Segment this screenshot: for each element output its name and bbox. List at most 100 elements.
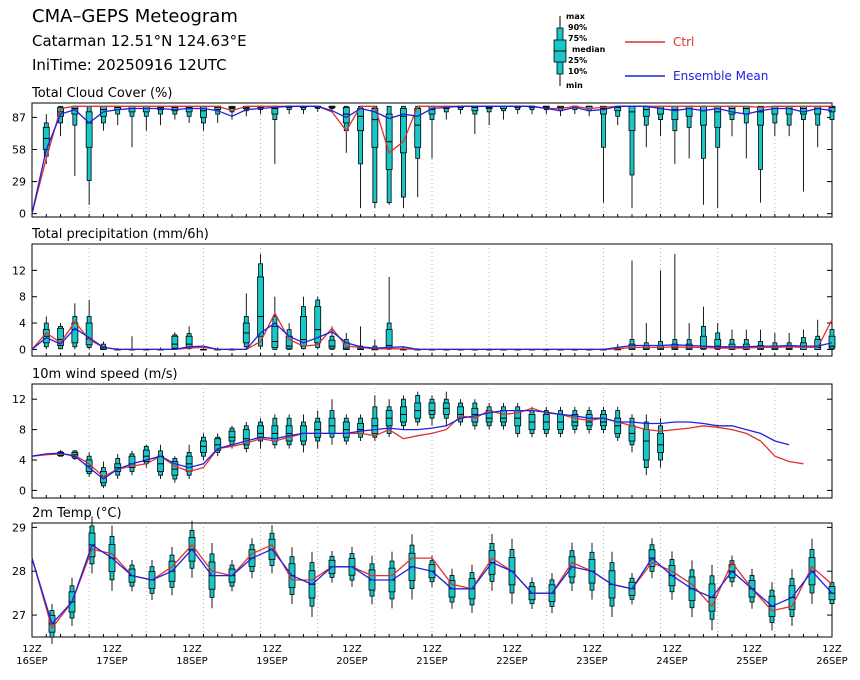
box-inner (814, 339, 822, 350)
box-inner (700, 105, 707, 126)
box-inner (271, 325, 279, 348)
mean-line (31, 322, 833, 351)
mean-line (31, 105, 833, 214)
y-tick-label: 0 (19, 484, 26, 497)
y-tick-label: 4 (19, 317, 26, 330)
location-label: Catarman 12.51°N 124.63°E (32, 32, 247, 50)
box-inner (128, 455, 136, 469)
box-inner (342, 107, 350, 124)
box-inner (71, 322, 79, 344)
panel-4: 2m Temp (°C) 27 28 29 (12, 506, 836, 644)
x-tick-date: 21SEP (416, 656, 447, 667)
box-inner (357, 108, 364, 132)
x-tick-hour: 12Z (582, 644, 602, 655)
box-inner (685, 105, 693, 117)
box-inner (657, 105, 664, 115)
y-tick-label: 29 (12, 176, 26, 189)
box-inner (828, 335, 836, 349)
legend-box-label: min (566, 81, 583, 90)
x-tick-hour: 12Z (102, 644, 122, 655)
panel-title: Total Cloud Cover (%) (31, 86, 172, 101)
box-inner (85, 322, 93, 346)
panel-title: 2m Temp (°C) (32, 506, 122, 521)
legend-box-label: 75% (568, 34, 587, 43)
x-tick-hour: 12Z (742, 644, 762, 655)
mean-line (31, 543, 833, 626)
chart-title: CMA–GEPS Meteogram (32, 6, 238, 27)
x-tick-date: 24SEP (656, 656, 687, 667)
x-tick-hour: 12Z (22, 644, 42, 655)
y-tick-label: 27 (12, 609, 26, 622)
y-tick-label: 12 (12, 264, 26, 277)
box-inner (85, 111, 93, 148)
y-tick-label: 87 (12, 111, 26, 124)
x-tick-hour: 12Z (822, 644, 842, 655)
x-tick-date: 18SEP (176, 656, 207, 667)
box-inner (285, 335, 293, 350)
box-inner (728, 105, 736, 115)
x-tick-hour: 12Z (262, 644, 282, 655)
box-inner (800, 105, 807, 115)
x-tick-hour: 12Z (662, 644, 682, 655)
x-tick-date: 25SEP (736, 656, 767, 667)
box-inner (57, 327, 64, 346)
box-inner (400, 108, 407, 154)
x-tick-date: 19SEP (256, 656, 287, 667)
box-inner (371, 108, 379, 148)
legend: max 90% 75% median 25% 10% min Ctrl Ensemble Mea… (553, 12, 768, 90)
box-inner (185, 335, 193, 348)
box-inner (671, 105, 679, 121)
y-tick-label: 29 (12, 521, 26, 534)
legend-box-label: 25% (568, 56, 587, 65)
legend-box-label: max (566, 12, 586, 21)
y-tick-label: 8 (19, 291, 26, 304)
y-tick-label: 12 (12, 393, 26, 406)
box-inner (171, 335, 179, 349)
box-inner (228, 430, 236, 442)
box-inner (757, 105, 764, 126)
box-inner (500, 410, 507, 423)
x-tick-date: 22SEP (496, 656, 527, 667)
box-inner (242, 429, 250, 446)
box-inner (571, 413, 579, 427)
box-inner (600, 413, 607, 427)
ctrl-line (31, 105, 832, 214)
x-tick-date: 17SEP (96, 656, 127, 667)
y-tick-label: 58 (12, 143, 26, 156)
ctrl-line (31, 311, 833, 351)
box-inner (814, 105, 822, 115)
box-inner (771, 105, 779, 115)
x-tick-date: 23SEP (576, 656, 607, 667)
panel-title: Total precipitation (mm/6h) (31, 227, 209, 242)
legend-box-label: 10% (568, 67, 587, 76)
box-inner (742, 105, 750, 115)
box-inner (314, 306, 322, 344)
box-inner (428, 402, 436, 415)
box-inner (414, 108, 422, 148)
y-tick-label: 4 (19, 454, 26, 467)
y-tick-label: 8 (19, 424, 26, 437)
box-inner (642, 105, 650, 117)
panel-title: 10m wind speed (m/s) (32, 367, 178, 382)
x-tick-date: 26SEP (816, 656, 847, 667)
box-inner (171, 461, 179, 476)
box-inner (257, 276, 264, 337)
box-inner (700, 335, 707, 350)
x-tick-date: 20SEP (336, 656, 367, 667)
x-tick-hour: 12Z (502, 644, 522, 655)
box-inner (785, 105, 793, 115)
box-inner (714, 339, 722, 350)
x-tick-hour: 12Z (342, 644, 362, 655)
legend-ctrl-label: Ctrl (673, 35, 694, 49)
panel-3: 10m wind speed (m/s) 0 4 8 12 (12, 367, 833, 499)
mean-line (31, 409, 790, 480)
init-time-label: IniTime: 20250916 12UTC (32, 56, 227, 74)
legend-box-label: 90% (568, 23, 587, 32)
box-inner (328, 339, 336, 349)
box-inner (385, 329, 393, 349)
y-tick-label: 28 (12, 565, 26, 578)
panel-2: Total precipitation (mm/6h) 0 4 8 12 (12, 227, 836, 357)
x-tick-hour: 12Z (422, 644, 442, 655)
box-inner (657, 432, 664, 453)
